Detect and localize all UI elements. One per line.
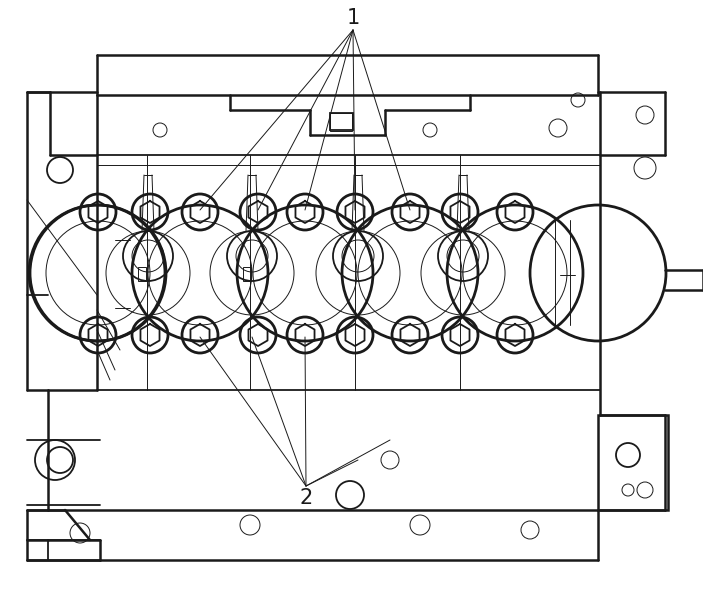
- Bar: [243, 267, 251, 281]
- Text: 2: 2: [299, 488, 313, 508]
- Bar: [138, 267, 146, 281]
- Text: 1: 1: [347, 8, 360, 28]
- Bar: [330, 113, 353, 130]
- Bar: [598, 415, 668, 510]
- Bar: [330, 113, 352, 131]
